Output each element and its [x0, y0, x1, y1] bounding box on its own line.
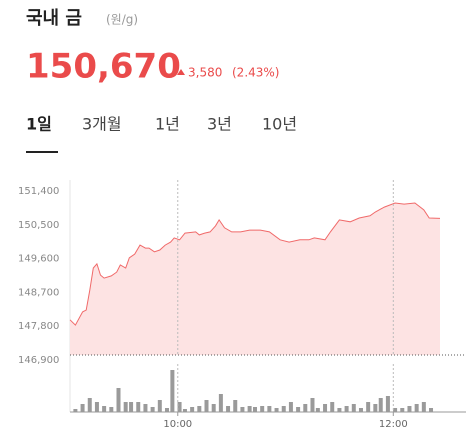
volume-bar [378, 398, 383, 412]
volume-bar [288, 402, 293, 412]
volume-bar [204, 400, 209, 412]
price-area [70, 203, 440, 355]
volume-bar [407, 406, 412, 412]
title: 국내 금 [26, 8, 82, 29]
volume-bar [393, 408, 398, 412]
x-tick-label: 10:00 [163, 419, 192, 430]
tab[interactable]: 1일 [26, 115, 52, 134]
volume-bar [330, 402, 335, 412]
tab[interactable]: 10년 [262, 115, 297, 134]
volume-bar [182, 409, 187, 412]
volume-bar [150, 407, 155, 412]
volume-bar [240, 407, 245, 412]
y-tick-label: 149,600 [18, 254, 59, 265]
volume-bar [190, 407, 195, 412]
tab[interactable]: 3년 [207, 115, 232, 134]
tab[interactable]: 1년 [155, 115, 180, 134]
volume-bar [211, 404, 216, 412]
x-tick-label: 12:00 [379, 419, 408, 430]
volume-bar [73, 409, 78, 412]
volume-bar [323, 404, 328, 412]
volume-bar [87, 398, 92, 412]
unit: (원/g) [106, 13, 138, 27]
volume-bar [218, 394, 223, 412]
volume-bar [429, 408, 434, 412]
volume-bar [344, 406, 349, 412]
volume-bar [310, 398, 315, 412]
volume-bar [170, 370, 175, 412]
y-tick-label: 151,400 [18, 186, 59, 197]
volume-bar [109, 407, 114, 412]
price-line [69, 202, 441, 326]
volume-bar [315, 408, 320, 412]
volume-bar [400, 408, 405, 412]
volume-bar [143, 404, 148, 412]
volume-bar [157, 400, 162, 412]
volume-bar [164, 408, 169, 412]
volume-bar [414, 404, 419, 412]
volume-bar [385, 396, 390, 412]
volume-bar [197, 406, 202, 412]
volume-bar [116, 388, 121, 412]
volume-bar [337, 408, 342, 412]
volume-bar [94, 402, 99, 412]
volume-bar [281, 406, 286, 412]
volume-bar [296, 407, 301, 412]
tab[interactable]: 3개월 [82, 115, 122, 134]
volume-bar [358, 408, 363, 412]
volume-bar [267, 406, 272, 412]
volume-bar [351, 404, 356, 412]
price: 150,670 [26, 47, 181, 87]
volume-bar [80, 404, 85, 412]
volume-bar [373, 404, 378, 412]
volume-bar [136, 402, 141, 412]
volume-bar [102, 406, 107, 412]
volume-bar [233, 400, 238, 412]
volume-bar [226, 406, 231, 412]
volume-bar [274, 408, 279, 412]
volume-bar [247, 406, 252, 412]
y-tick-label: 150,500 [18, 220, 59, 231]
volume-bar [366, 402, 371, 412]
volume-bar [253, 407, 257, 412]
volume-bar [303, 404, 308, 412]
change-pct: (2.43%) [232, 66, 279, 80]
y-tick-label: 146,900 [18, 355, 59, 366]
volume-bar [177, 402, 182, 412]
y-tick-label: 147,800 [18, 321, 59, 332]
volume-bar [421, 402, 426, 412]
up-arrow [177, 69, 185, 75]
volume-bar [123, 402, 128, 412]
change: 3,580 [188, 66, 222, 80]
volume-bar [129, 402, 134, 412]
volume-bar [260, 406, 265, 412]
y-tick-label: 148,700 [18, 287, 59, 298]
